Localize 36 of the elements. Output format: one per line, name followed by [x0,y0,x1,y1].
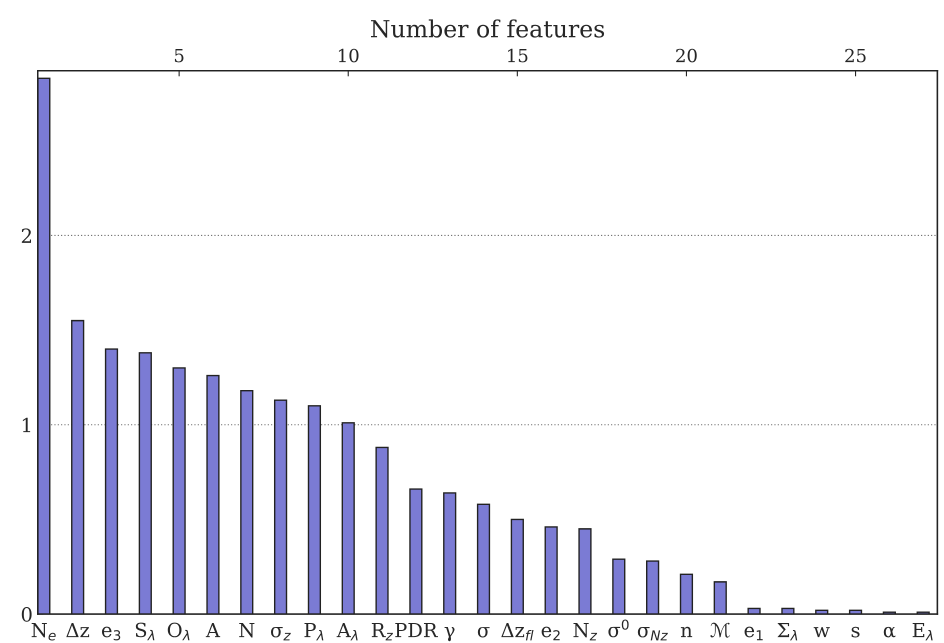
x-tick-label: A$_{λ}$ [336,622,358,640]
x-tick-label: O$_{λ}$ [168,622,190,640]
x-tick-label: N [239,622,254,638]
x-tick-label: γ [444,627,455,642]
x-tick-label: Δz$_{fl}$ [501,622,534,640]
y-tick-label: 1 [22,418,30,432]
x-tick-label: PDR [395,622,438,638]
x-tick-label: s [852,626,860,638]
x-tick-label: σ$_{Nz}$ [638,627,668,640]
x-tick-label: Σ$_{λ}$ [777,622,798,640]
x-tick-label: n [680,626,692,638]
x-tick-label: e$_{1}$ [744,626,763,640]
x2-axis-title: Number of features [371,19,604,38]
x-tick-label: e$_{3}$ [102,626,120,640]
x-tick-label: α [884,626,896,638]
x-tick-label: w [814,627,830,638]
x-tick-label: R$_{z}$ [372,622,393,640]
x2-tick-label: 20 [676,48,697,62]
x-tick-label: N$_{z}$ [573,622,598,640]
x-tick-label: Δz [66,622,90,638]
x-tick-label: N$_{e}$ [32,622,56,641]
y-tick-label: 2 [22,228,31,243]
x2-tick-label: 15 [508,48,528,62]
x-tick-label: e$_{2}$ [542,626,560,640]
x-tick-label: ℳ [710,622,730,638]
x2-tick-label: 25 [845,48,866,62]
x-tick-label: P$_{λ}$ [304,622,324,640]
x-tick-label: E$_{λ}$ [912,622,933,640]
x-tick-label: A [206,622,220,638]
x-tick-label: σ [478,627,490,638]
x2-tick-label: 5 [174,48,184,62]
x-tick-label: S$_{λ}$ [136,622,154,640]
x2-tick-label: 10 [338,48,359,62]
x-tick-label: σ$_{z}$ [270,627,291,640]
y-tick-label: 0 [22,607,32,622]
x-tick-label: σ$^{0}$ [608,619,629,638]
